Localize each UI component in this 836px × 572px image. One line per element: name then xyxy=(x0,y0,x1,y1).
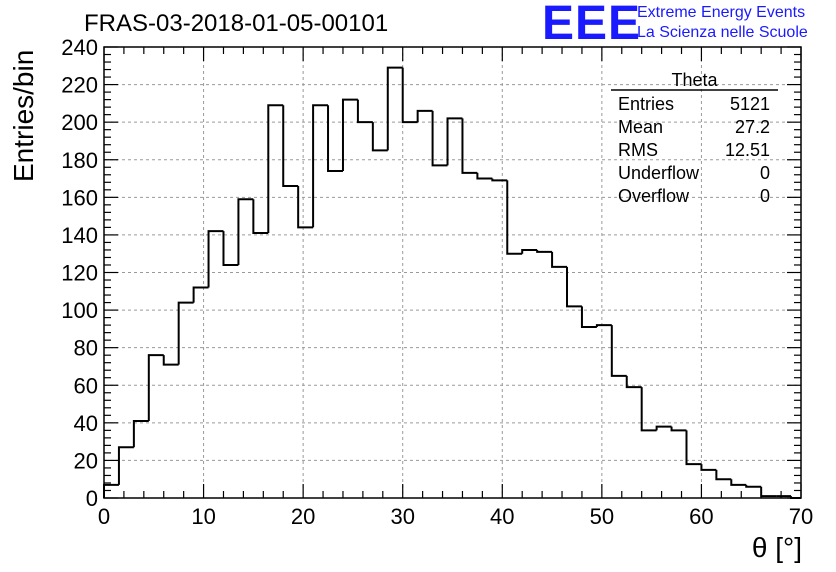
histogram-bin xyxy=(670,426,687,432)
y-tick-label: 140 xyxy=(61,223,98,248)
histogram-bin xyxy=(476,172,493,180)
histogram-bin xyxy=(521,248,538,254)
x-tick-label: 10 xyxy=(191,504,215,529)
histogram-bin xyxy=(715,469,732,481)
histogram-bin xyxy=(386,66,403,151)
logo-line-1: Extreme Energy Events xyxy=(637,4,806,21)
stats-box: Theta Entries 5121 Mean 27.2 RMS 12.51 Underflo… xyxy=(611,70,778,206)
y-tick-label: 120 xyxy=(61,261,98,286)
y-tick-label: 220 xyxy=(61,73,98,98)
histogram-bin xyxy=(282,105,299,188)
stats-label: Overflow xyxy=(618,186,690,206)
histogram-bin xyxy=(177,301,194,365)
histogram-bin xyxy=(700,464,717,471)
x-tick-label: 70 xyxy=(789,504,813,529)
x-tick-label: 20 xyxy=(291,504,315,529)
y-tick-label: 200 xyxy=(61,110,98,135)
eee-logo-mark: EEE xyxy=(542,0,642,50)
histogram-bin xyxy=(312,104,329,228)
stats-value: 5121 xyxy=(730,94,770,114)
grid-lines xyxy=(104,47,801,498)
stats-value: 27.2 xyxy=(735,117,770,137)
histogram-bin xyxy=(132,419,149,448)
histogram-bin xyxy=(446,117,463,166)
stats-value: 0 xyxy=(760,163,770,183)
histogram-bin xyxy=(491,178,508,182)
y-tick-label: 240 xyxy=(61,35,98,60)
histogram-bin xyxy=(207,230,224,288)
y-tick-label: 20 xyxy=(74,448,98,473)
histogram-bin xyxy=(760,486,777,498)
histogram-bin xyxy=(625,375,642,389)
stats-label: Mean xyxy=(618,117,663,137)
histogram-bin xyxy=(685,430,702,466)
axis-ticks xyxy=(103,46,802,499)
y-tick-label: 80 xyxy=(74,336,98,361)
histogram-bin xyxy=(745,484,762,488)
logo-line-2: La Scienza nelle Scuole xyxy=(637,24,808,41)
tick-labels: 0 10 20 30 40 50 60 70 0 20 40 60 80 100 120 140 160 180 2… xyxy=(61,35,813,529)
histogram-bin xyxy=(655,425,672,431)
y-tick-label: 0 xyxy=(86,486,98,511)
y-tick-label: 180 xyxy=(61,148,98,173)
histogram-bin xyxy=(640,387,657,432)
x-tick-label: 60 xyxy=(689,504,713,529)
x-tick-label: 0 xyxy=(98,504,110,529)
histogram-bin xyxy=(341,98,358,172)
y-tick-label: 100 xyxy=(61,298,98,323)
y-tick-label: 160 xyxy=(61,185,98,210)
histogram-bin xyxy=(566,266,582,308)
x-axis-label: θ [°] xyxy=(751,532,802,563)
stats-label: Underflow xyxy=(618,163,700,183)
x-tick-label: 40 xyxy=(490,504,514,529)
histogram-bin xyxy=(356,99,373,124)
histogram-bin xyxy=(237,198,254,265)
histogram-bars xyxy=(103,66,801,499)
histogram-bin xyxy=(192,286,209,303)
stats-value: 0 xyxy=(760,186,770,206)
histogram-bin xyxy=(595,324,612,327)
histogram-bin xyxy=(297,186,314,229)
histogram-bin xyxy=(371,122,388,152)
stats-value: 12.51 xyxy=(725,140,770,160)
histogram-bin xyxy=(222,231,239,266)
histogram-bin xyxy=(103,483,119,498)
histogram-bin xyxy=(252,199,269,235)
stats-label: RMS xyxy=(618,140,658,160)
histogram-bin xyxy=(461,118,478,174)
histogram-bin xyxy=(536,249,553,253)
histogram-bin xyxy=(117,446,134,485)
histogram-bin xyxy=(610,325,627,377)
x-tick-label: 30 xyxy=(390,504,414,529)
histogram-bin xyxy=(551,251,568,268)
histogram-bin xyxy=(431,110,448,167)
histogram-bin xyxy=(401,67,418,124)
histogram-bin xyxy=(267,104,284,234)
histogram-bin xyxy=(327,105,343,173)
histogram-bin xyxy=(162,355,179,366)
histogram-bin xyxy=(506,180,523,255)
x-tick-label: 50 xyxy=(590,504,614,529)
stats-label: Entries xyxy=(618,94,674,114)
histogram-bin xyxy=(147,354,164,421)
chart-title: FRAS-03-2018-01-05-00101 xyxy=(84,10,389,37)
histogram-bin xyxy=(416,109,433,123)
histogram-bin xyxy=(580,306,597,328)
y-tick-label: 60 xyxy=(74,373,98,398)
histogram-bin xyxy=(730,479,747,486)
stats-title: Theta xyxy=(671,70,718,90)
y-tick-label: 40 xyxy=(74,411,98,436)
